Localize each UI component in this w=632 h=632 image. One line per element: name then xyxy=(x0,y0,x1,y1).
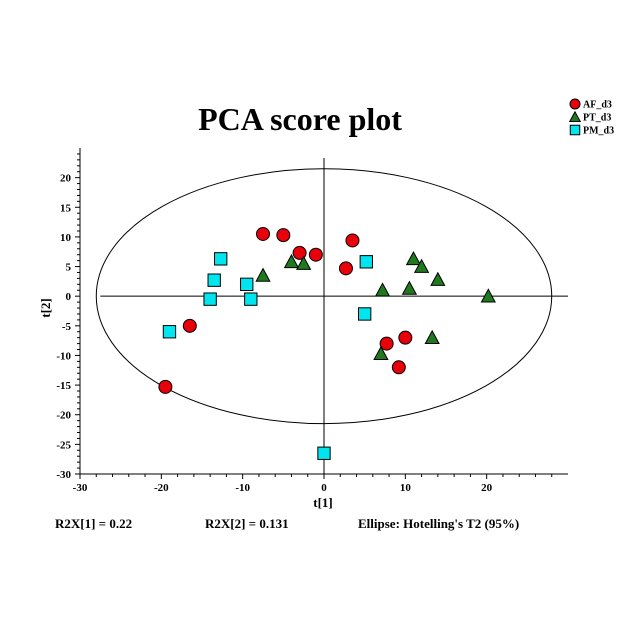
PT_d3-point xyxy=(424,329,440,344)
x-tick-label: -30 xyxy=(73,482,88,494)
PM_d3-point xyxy=(359,255,373,269)
PT_d3-point xyxy=(430,271,446,286)
x-tick-label: -20 xyxy=(154,482,169,494)
data-points xyxy=(158,226,496,460)
chart-title: PCA score plot xyxy=(198,101,402,137)
y-ticks: -30 -25 -20 -15 -10 -5 0 5 10 15 20 xyxy=(56,153,80,481)
AF_d3-point xyxy=(391,360,406,375)
legend-label: AF_d3 xyxy=(583,100,612,111)
PM_d3-point xyxy=(317,446,331,460)
x-axis-label: t[1] xyxy=(313,495,333,510)
PT_d3-point xyxy=(373,345,389,360)
PM_d3-point xyxy=(207,273,221,287)
PM_d3-point xyxy=(244,292,258,306)
PT_d3-point xyxy=(296,255,312,270)
PM_d3-point xyxy=(162,325,177,339)
PM_d3-point xyxy=(240,277,254,292)
x-tick-label: 20 xyxy=(481,482,493,494)
PM_d3-legend-marker xyxy=(569,124,581,136)
legend-label: PM_d3 xyxy=(583,126,614,137)
AF_d3-point xyxy=(158,379,173,394)
AF_d3-point xyxy=(308,247,323,262)
x-ticks: -30 -20 -10 0 10 20 xyxy=(73,474,553,494)
AF_d3-point xyxy=(398,330,413,345)
y-tick-label: -10 xyxy=(56,350,71,362)
y-tick-label: -25 xyxy=(56,439,71,451)
legend-label: PT_d3 xyxy=(583,113,611,124)
PT_d3-point xyxy=(283,253,300,269)
y-tick-label: -20 xyxy=(56,410,71,422)
x-tick-label: -10 xyxy=(235,482,250,494)
AF_d3-point xyxy=(256,226,270,241)
AF_d3-point xyxy=(379,336,394,351)
AF_d3-point xyxy=(292,245,307,260)
PT_d3-point xyxy=(480,288,496,303)
y-tick-label: -5 xyxy=(62,321,72,333)
PT_d3-point xyxy=(401,280,418,295)
legend: AF_d3 PT_d3 PM_d3 xyxy=(568,98,614,137)
AF_d3-point xyxy=(182,318,197,333)
AF_d3-point xyxy=(338,261,353,276)
y-tick-label: 10 xyxy=(60,232,72,244)
PT_d3-legend-marker xyxy=(568,110,582,122)
y-tick-label: 15 xyxy=(60,202,72,214)
PM_d3-point xyxy=(357,307,372,321)
r2x1-stat: R2X[1] = 0.22 xyxy=(55,516,132,531)
PT_d3-point xyxy=(255,267,271,282)
y-axis-label: t[2] xyxy=(38,298,53,318)
PM_d3-point xyxy=(203,292,217,306)
x-tick-label: 0 xyxy=(321,482,327,494)
y-tick-label: 20 xyxy=(60,173,72,185)
PT_d3-point xyxy=(374,282,391,297)
PT_d3-point xyxy=(413,258,430,273)
AF_d3-point xyxy=(345,233,360,248)
plot-area: -30 -20 -10 0 10 20 -30 -25 -20 -15 -10 -5 0 5 10 15 20 xyxy=(56,148,568,494)
PM_d3-point xyxy=(214,252,228,266)
y-tick-label: 0 xyxy=(66,291,72,303)
r2x2-stat: R2X[2] = 0.131 xyxy=(205,516,289,531)
hotelling-ellipse xyxy=(95,168,553,425)
AF_d3-legend-marker xyxy=(569,98,581,110)
y-tick-label: 5 xyxy=(66,262,72,274)
y-tick-label: -30 xyxy=(56,469,71,481)
x-tick-label: 10 xyxy=(400,482,412,494)
AF_d3-point xyxy=(276,228,291,243)
ellipse-caption: Ellipse: Hotelling's T2 (95%) xyxy=(358,516,519,531)
PT_d3-point xyxy=(405,250,422,266)
y-tick-label: -15 xyxy=(56,380,71,392)
